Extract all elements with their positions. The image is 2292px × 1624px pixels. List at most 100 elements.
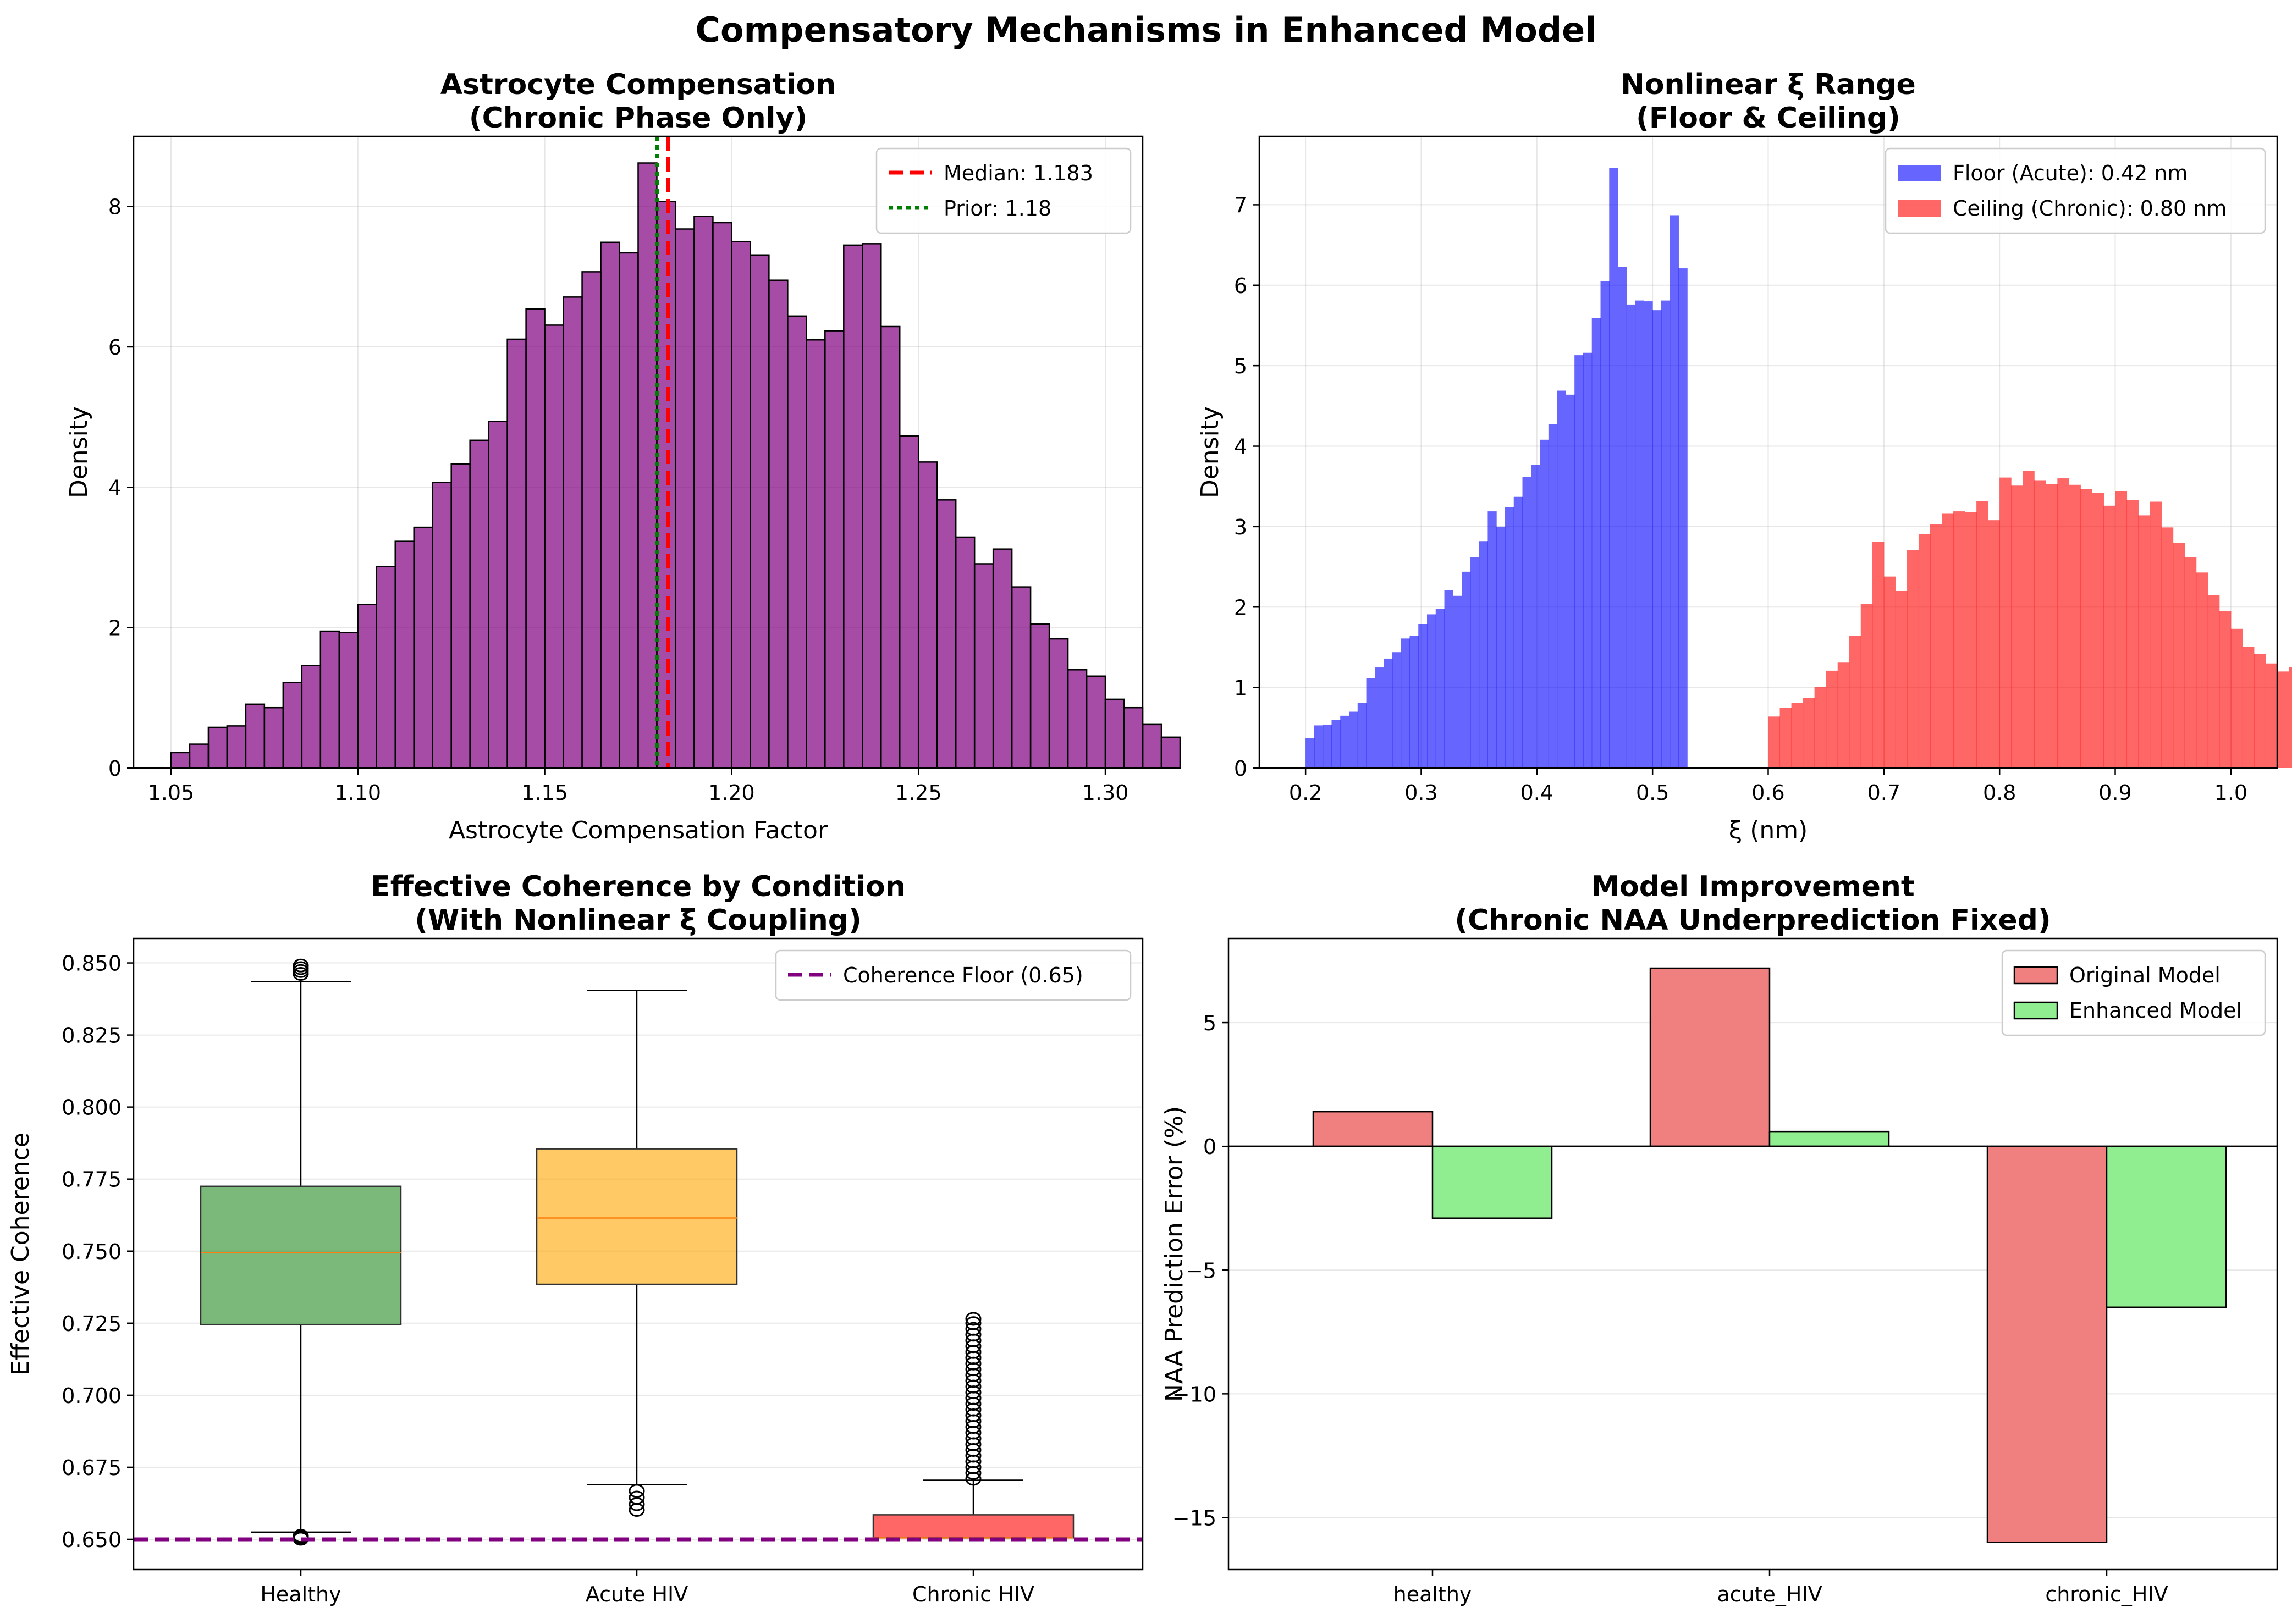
- astrocyte-histogram-panel: Astrocyte Compensation (Chronic Phase Onl…: [65, 68, 1181, 844]
- y-tick-label: 2: [1234, 595, 1247, 620]
- histogram-bar: [1505, 507, 1514, 768]
- panel-title: Nonlinear ξ Range (Floor & Ceiling): [1621, 68, 1916, 135]
- x-tick-label: 0.5: [1636, 781, 1669, 805]
- panel-title-line: (With Nonlinear ξ Coupling): [415, 904, 862, 937]
- histogram-bar: [1626, 304, 1636, 768]
- histogram-bar: [2011, 485, 2023, 768]
- y-tick-label: 0.800: [62, 1096, 122, 1120]
- box: [872, 1514, 1075, 1539]
- bar: [1431, 1145, 1553, 1219]
- histogram-bar: [525, 308, 546, 769]
- histogram-bar: [2277, 671, 2289, 768]
- histogram-bar: [1029, 623, 1050, 769]
- histogram-bar: [2196, 572, 2208, 768]
- xi-range-histogram-panel: Nonlinear ξ Range (Floor & Ceiling) 0 1 2 3 4 5…: [1196, 68, 2292, 844]
- y-axis-label: NAA Prediction Error (%): [1160, 1106, 1188, 1402]
- histogram-bar: [2161, 527, 2174, 768]
- histogram-bar: [1557, 390, 1566, 768]
- histogram-bar: [2254, 654, 2266, 768]
- histogram-bar: [2207, 595, 2220, 768]
- panel-title-line: Model Improvement: [1591, 870, 1915, 903]
- histogram-bar: [1953, 511, 1965, 768]
- legend-swatch: [1898, 200, 1941, 217]
- y-tick-label: 0.700: [62, 1384, 122, 1408]
- histogram-bar: [338, 632, 359, 769]
- histogram-bar: [1661, 300, 1671, 768]
- histogram-bar: [245, 703, 266, 769]
- panel-title-line: Nonlinear ξ Range: [1621, 68, 1916, 101]
- legend-label: Ceiling (Chronic): 0.80 nm: [1953, 196, 2227, 220]
- histogram-bar: [1803, 698, 1815, 768]
- x-tick-label: 1.0: [2214, 781, 2247, 805]
- histogram-bar: [1779, 708, 1792, 768]
- histogram-bar: [1366, 678, 1375, 768]
- histogram-bar: [1609, 168, 1618, 768]
- legend-label: Prior: 1.18: [944, 196, 1051, 220]
- histogram-bar: [544, 324, 564, 769]
- legend-box: [775, 949, 1132, 1001]
- histogram-bar: [2173, 543, 2185, 768]
- histogram-bar: [1849, 636, 1861, 768]
- x-axis-label: ξ (nm): [1729, 816, 1808, 844]
- outlier-point: [965, 1316, 982, 1330]
- y-tick-label: 0.825: [62, 1024, 122, 1048]
- histogram-bar: [1942, 513, 1954, 768]
- histogram-bar: [2184, 557, 2197, 768]
- histogram-bar: [824, 330, 845, 769]
- histogram-bar: [899, 435, 919, 769]
- histogram-bar: [1142, 723, 1162, 769]
- panel-title: Model Improvement (Chronic NAA Underpredi…: [1454, 870, 2051, 937]
- panel-title-line: (Floor & Ceiling): [1636, 102, 1900, 135]
- histogram-bar: [637, 162, 658, 769]
- x-tick-label: 0.2: [1289, 781, 1322, 805]
- histogram-bar: [2150, 501, 2162, 768]
- histogram-bar: [1644, 301, 1653, 768]
- x-tick-label: 0.4: [1520, 781, 1553, 805]
- histogram-bar: [1384, 658, 1393, 768]
- histogram-bar: [506, 338, 527, 769]
- histogram-bar: [1618, 267, 1627, 768]
- bar: [2106, 1145, 2227, 1308]
- y-tick-label: 0: [1234, 756, 1247, 781]
- histogram-bar: [1426, 614, 1436, 768]
- x-tick-label: 0.9: [2098, 781, 2131, 805]
- y-tick-label: 8: [108, 195, 122, 219]
- histogram-bar: [450, 463, 471, 769]
- panel-title: Astrocyte Compensation (Chronic Phase Onl…: [440, 68, 836, 135]
- x-tick-label: 0.8: [1983, 781, 2016, 805]
- histogram-bar: [1837, 662, 1850, 768]
- histogram-bar: [2265, 663, 2278, 768]
- y-tick-label: −15: [1172, 1506, 1216, 1530]
- histogram-bar: [1860, 604, 1873, 768]
- histogram-bar: [880, 325, 901, 769]
- histogram-bar: [862, 243, 882, 769]
- histogram-bar: [1976, 501, 1988, 768]
- category-label: acute_HIV: [1717, 1582, 1822, 1606]
- category-label: Acute HIV: [586, 1582, 688, 1606]
- histogram-bar: [1453, 595, 1462, 768]
- legend-box: [875, 147, 1132, 234]
- legend-label: Enhanced Model: [2069, 998, 2242, 1023]
- histogram-bar: [357, 604, 378, 769]
- category-label: Healthy: [260, 1582, 341, 1606]
- y-tick-label: 7: [1234, 193, 1247, 217]
- histogram-bar: [2115, 491, 2128, 768]
- y-tick-label: 0.775: [62, 1168, 122, 1192]
- outlier-point: [965, 1322, 982, 1336]
- histogram-bar: [319, 630, 340, 769]
- histogram-bar: [1323, 724, 1332, 768]
- bar: [1649, 967, 1771, 1147]
- y-tick-label: 2: [108, 616, 122, 640]
- outlier-point: [293, 1529, 309, 1543]
- x-tick-label: 1.10: [334, 781, 381, 805]
- histogram-bar: [469, 439, 489, 769]
- y-tick-label: −10: [1172, 1382, 1216, 1406]
- outlier-point: [965, 1312, 982, 1326]
- histogram-bar: [2242, 646, 2255, 768]
- histogram-bar: [1652, 310, 1662, 768]
- histogram-bar: [1160, 736, 1181, 769]
- category-label: Chronic HIV: [912, 1582, 1034, 1606]
- histogram-bar: [1768, 716, 1781, 768]
- histogram-bar: [600, 241, 620, 769]
- legend-box: [2001, 949, 2266, 1036]
